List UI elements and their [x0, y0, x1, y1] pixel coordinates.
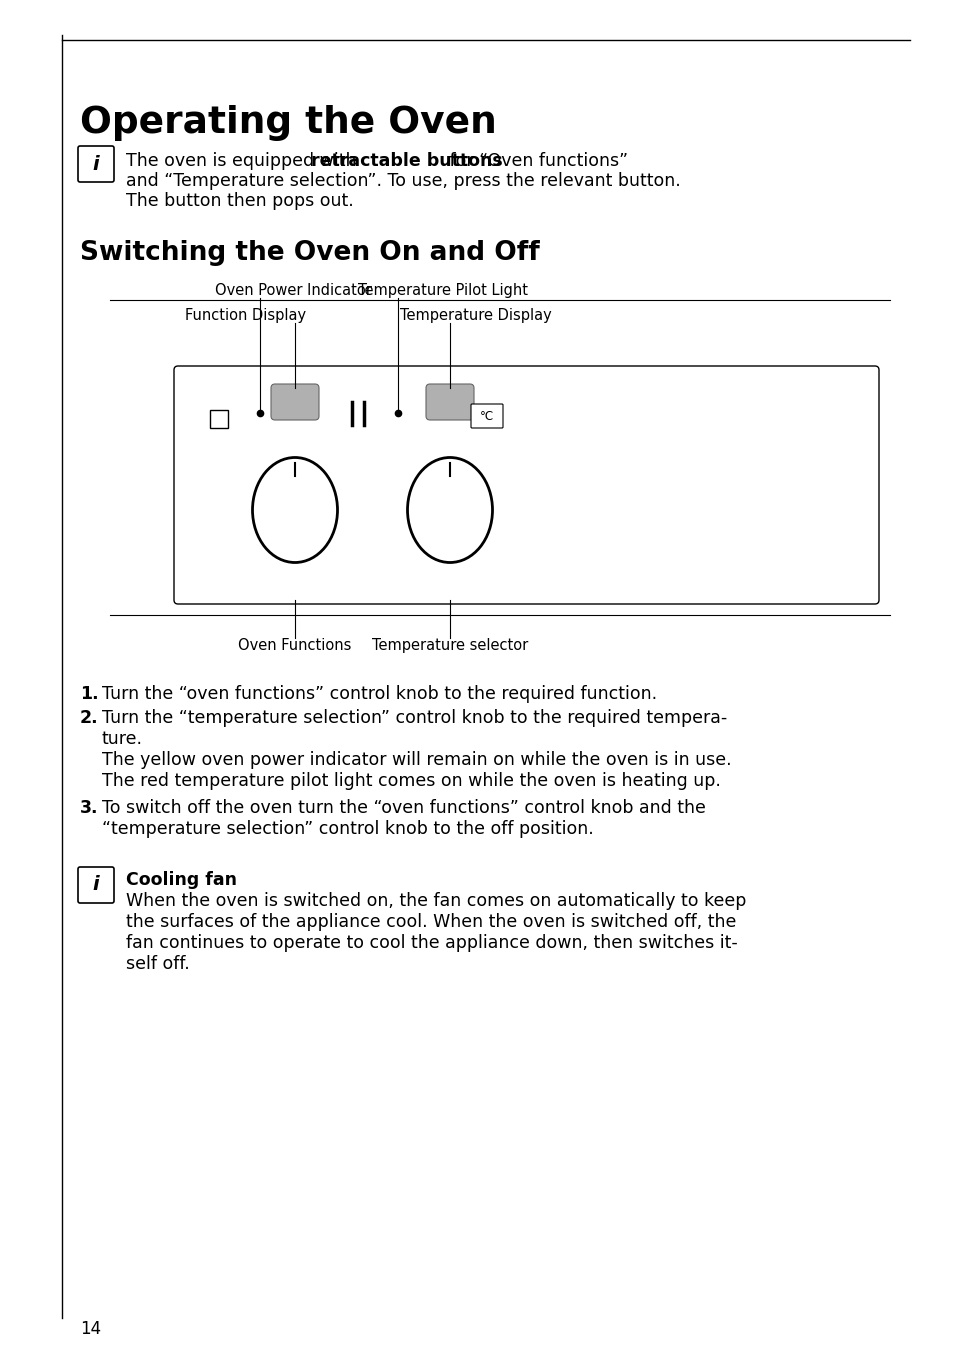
Text: Temperature Display: Temperature Display	[399, 308, 551, 323]
Text: Operating the Oven: Operating the Oven	[80, 105, 497, 141]
Text: 14: 14	[80, 1320, 101, 1338]
Text: Oven Power Indicator: Oven Power Indicator	[214, 283, 372, 297]
Text: °C: °C	[479, 410, 494, 422]
Ellipse shape	[407, 457, 492, 562]
Text: When the oven is switched on, the fan comes on automatically to keep: When the oven is switched on, the fan co…	[126, 892, 745, 910]
FancyBboxPatch shape	[271, 384, 318, 420]
FancyBboxPatch shape	[78, 146, 113, 183]
Text: and “Temperature selection”. To use, press the relevant button.: and “Temperature selection”. To use, pre…	[126, 172, 680, 191]
Text: Oven Functions: Oven Functions	[238, 638, 352, 653]
Text: 3.: 3.	[80, 799, 98, 817]
FancyBboxPatch shape	[471, 404, 502, 429]
Text: i: i	[92, 154, 99, 173]
Text: for “Oven functions”: for “Oven functions”	[443, 151, 627, 170]
Bar	[210, 410, 228, 429]
Text: i: i	[92, 876, 99, 895]
Ellipse shape	[253, 457, 337, 562]
FancyBboxPatch shape	[426, 384, 474, 420]
Text: ture.: ture.	[102, 730, 143, 748]
Text: The yellow oven power indicator will remain on while the oven is in use.: The yellow oven power indicator will rem…	[102, 750, 731, 769]
Text: Temperature Pilot Light: Temperature Pilot Light	[357, 283, 527, 297]
Text: Temperature selector: Temperature selector	[372, 638, 528, 653]
Text: Function Display: Function Display	[185, 308, 306, 323]
Text: retractable buttons: retractable buttons	[311, 151, 502, 170]
Text: To switch off the oven turn the “oven functions” control knob and the: To switch off the oven turn the “oven fu…	[102, 799, 705, 817]
Text: Turn the “oven functions” control knob to the required function.: Turn the “oven functions” control knob t…	[102, 685, 657, 703]
Text: Turn the “temperature selection” control knob to the required tempera-: Turn the “temperature selection” control…	[102, 708, 726, 727]
Text: 1.: 1.	[80, 685, 98, 703]
Text: the surfaces of the appliance cool. When the oven is switched off, the: the surfaces of the appliance cool. When…	[126, 913, 736, 932]
Text: self off.: self off.	[126, 955, 190, 973]
Text: Switching the Oven On and Off: Switching the Oven On and Off	[80, 241, 539, 266]
FancyBboxPatch shape	[173, 366, 878, 604]
FancyBboxPatch shape	[78, 867, 113, 903]
Text: Cooling fan: Cooling fan	[126, 871, 236, 890]
Text: “temperature selection” control knob to the off position.: “temperature selection” control knob to …	[102, 821, 593, 838]
Text: The red temperature pilot light comes on while the oven is heating up.: The red temperature pilot light comes on…	[102, 772, 720, 790]
Text: The oven is equipped with: The oven is equipped with	[126, 151, 361, 170]
Text: fan continues to operate to cool the appliance down, then switches it-: fan continues to operate to cool the app…	[126, 934, 737, 952]
Text: 2.: 2.	[80, 708, 98, 727]
Text: The button then pops out.: The button then pops out.	[126, 192, 354, 210]
